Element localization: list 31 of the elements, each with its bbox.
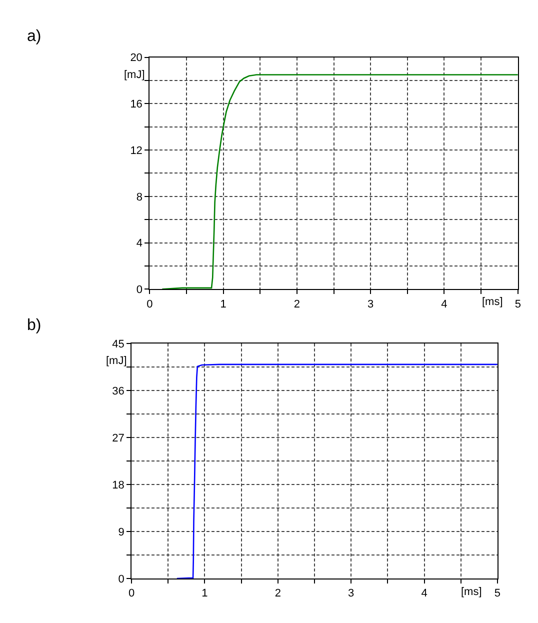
y-tick-label: 0 [136, 284, 142, 296]
y-tick-label: 20 [130, 52, 142, 64]
line-series [176, 364, 498, 579]
x-tick-label: 1 [202, 588, 208, 600]
x-tick-label: 5 [514, 298, 521, 310]
line-series [162, 74, 518, 290]
x-tick-label: 0 [146, 298, 153, 310]
chart-title: a) [27, 28, 42, 45]
x-axis-title: [ms] [461, 586, 482, 598]
x-tick-label: 2 [294, 298, 300, 310]
y-tick-label: 4 [136, 238, 142, 250]
x-tick-label: 5 [494, 588, 500, 600]
y-tick-label: 27 [112, 432, 124, 444]
y-tick-label: 0 [118, 573, 124, 586]
y-tick-label: 18 [112, 479, 124, 492]
y-tick-label: 9 [118, 526, 124, 538]
y-tick-label: 45 [112, 338, 124, 350]
y-tick-label: 36 [112, 385, 124, 398]
chart-title: b) [27, 317, 42, 334]
y-tick-label: 12 [130, 144, 142, 157]
y-axis-title: [mJ] [106, 355, 127, 367]
x-axis-title: [ms] [482, 296, 503, 308]
x-tick-label: 3 [348, 588, 354, 600]
y-tick-label: 8 [136, 191, 142, 204]
y-axis-title: [mJ] [124, 69, 145, 81]
x-tick-label: 1 [220, 298, 226, 310]
x-tick-label: 3 [368, 298, 374, 310]
x-tick-label: 4 [441, 298, 448, 310]
y-tick-label: 16 [130, 98, 142, 111]
x-tick-label: 4 [421, 588, 428, 600]
x-tick-label: 2 [274, 588, 281, 600]
